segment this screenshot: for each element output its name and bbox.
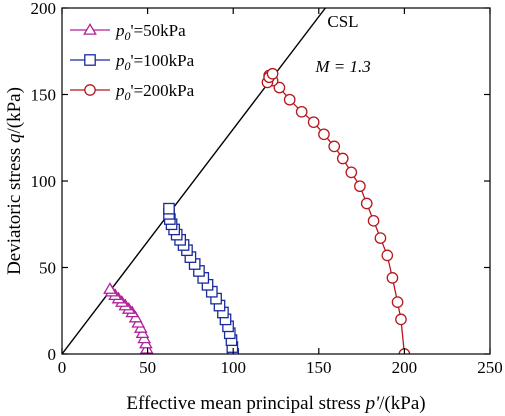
legend-marker: [84, 84, 96, 96]
axis-ticks: 0 50 100 150 200 250 0 50 100 150 200: [31, 0, 503, 377]
data-point: [328, 140, 341, 153]
legend-label: p0'=100kPa: [115, 51, 195, 73]
data-point: [367, 214, 380, 227]
data-point: [374, 232, 387, 244]
series-1: [103, 282, 154, 354]
x-axis-title: Effective mean principal stress p'/(kPa): [126, 393, 425, 414]
data-point: [283, 93, 296, 106]
data-point: [163, 202, 175, 215]
legend-entry: p0'=100kPa: [70, 51, 195, 73]
data-point: [273, 81, 286, 94]
series-2: [163, 202, 240, 354]
legend-entry: p0'=200kPa: [70, 81, 195, 103]
legend-marker: [83, 22, 97, 35]
y-tick-label: 200: [31, 0, 57, 18]
data-point: [354, 180, 366, 193]
x-tick-label: 150: [306, 358, 332, 377]
y-tick-label: 150: [31, 86, 57, 105]
x-tick-label: 200: [392, 358, 418, 377]
data-point: [386, 272, 399, 284]
x-tick-label: 250: [477, 358, 503, 377]
legend-entry: p0'=50kPa: [70, 21, 186, 43]
y-axis-title: Deviatoric stress q/(kPa): [4, 87, 25, 275]
data-point: [391, 296, 404, 308]
legend-marker: [84, 54, 96, 66]
data-point: [345, 166, 358, 179]
data-point: [103, 282, 117, 294]
data-point: [295, 105, 308, 118]
slope-label: M = 1.3: [314, 57, 370, 76]
data-point: [307, 116, 320, 129]
x-tick-label: 50: [139, 358, 156, 377]
y-tick-label: 0: [48, 345, 57, 364]
data-point: [381, 249, 394, 262]
data-point: [395, 313, 407, 326]
data-point: [318, 128, 330, 141]
x-tick-label: 100: [220, 358, 246, 377]
series-3: [261, 67, 411, 354]
csl-label: CSL: [327, 12, 358, 31]
series-line: [266, 73, 406, 354]
legend: p0'=50kPa p0'=100kPa p0'=200kPa: [70, 21, 195, 103]
data-point: [360, 197, 373, 210]
data-point: [336, 152, 349, 165]
plot-area: [62, 8, 411, 354]
data-point: [266, 67, 279, 80]
x-tick-label: 0: [58, 358, 67, 377]
y-tick-label: 100: [31, 172, 57, 191]
legend-label: p0'=50kPa: [115, 21, 186, 43]
legend-label: p0'=200kPa: [115, 81, 195, 103]
y-tick-label: 50: [39, 259, 56, 278]
